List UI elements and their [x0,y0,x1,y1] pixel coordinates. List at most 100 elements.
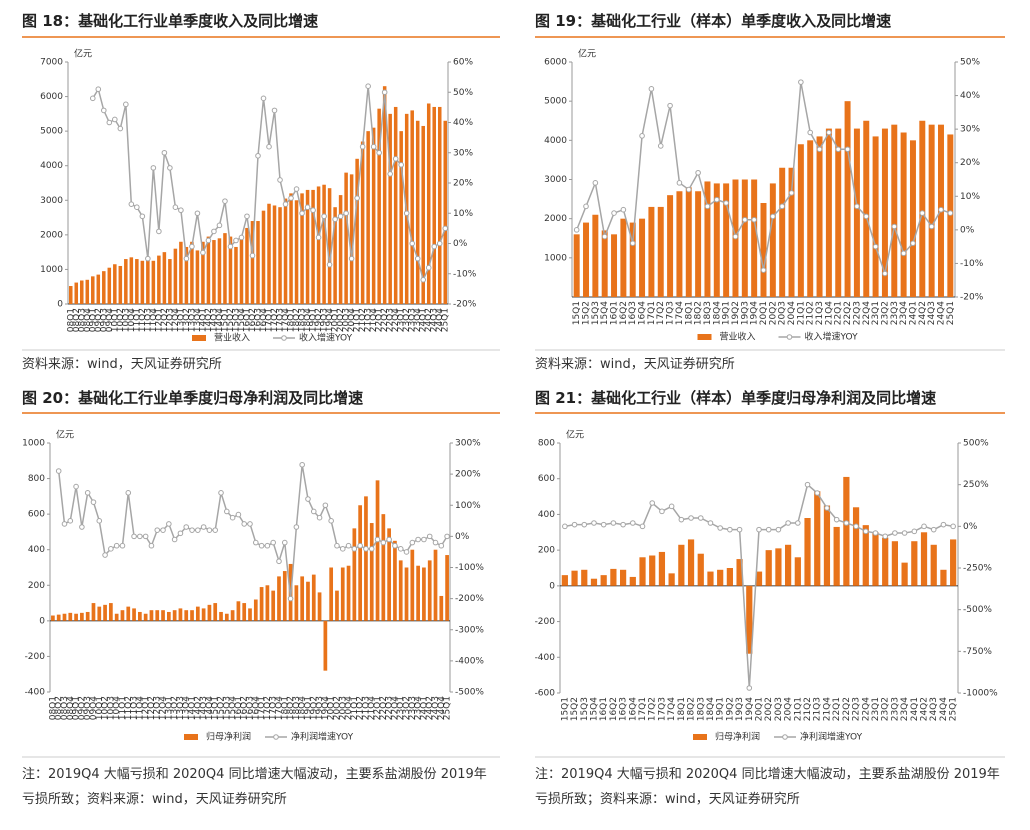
source-note: 资料来源：wind，天风证券研究所 [22,357,222,372]
x-tick-label: 08Q1 [66,308,76,332]
bar [668,573,675,586]
point [348,255,355,262]
point [648,86,655,92]
x-tick-label: 20Q3 [774,697,784,721]
bar [311,574,316,621]
bar [278,207,282,304]
x-tick-label: 15Q1 [560,697,570,721]
point [337,213,344,220]
y-tick-label: 400 [28,545,45,555]
point [55,468,62,474]
y-tick-label: 1000 [22,439,45,449]
bar [833,526,840,586]
y-tick-label: 0 [57,300,63,310]
point [727,526,733,533]
x-tick-label: 23Q4 [413,308,423,333]
x-tick-label: 24Q2 [425,696,435,720]
bar [184,610,189,621]
legend-point [786,334,793,340]
point [264,542,271,549]
bar [610,568,617,586]
point [930,526,937,533]
bar [109,603,113,621]
bar [85,611,90,621]
x-tick-label: 20Q2 [764,697,774,721]
x-tick-label: 24Q3 [431,696,441,720]
bar [124,259,128,304]
bar [900,132,907,297]
point [919,210,926,216]
point [431,243,438,250]
point [189,243,195,250]
bar [863,120,870,297]
bar [717,569,724,586]
x-tick-label: 22Q3 [852,697,862,721]
point [573,227,580,233]
x-tick-label: 20Q1 [327,696,337,720]
x-tick-label: 20Q2 [332,696,342,720]
bar [96,274,101,304]
x-tick-label: 21Q3 [815,301,825,325]
point [562,523,568,530]
x-tick-label: 18Q4 [303,308,313,333]
bar [427,560,432,621]
bar [283,198,288,304]
bar [775,548,782,586]
x-tick-label: 21Q4 [367,696,377,721]
point [380,539,387,546]
bar [352,528,357,621]
point [281,539,288,546]
bar [814,491,821,586]
x-tick-label: 23Q1 [871,697,881,721]
point [697,515,704,521]
point [96,518,103,524]
point [742,216,748,223]
source-note: 注：2019Q4 大幅亏损和 2020Q4 同比增速大幅波动，主要系盐湖股份 2… [535,767,1000,807]
point [142,533,149,540]
point [287,595,294,602]
x-tick-label: 17Q4 [675,301,685,326]
bar [248,608,252,621]
x-tick-label: 20Q1 [755,697,765,721]
bar [366,131,370,304]
x-tick-label: 22Q2 [379,696,389,720]
x-tick-label: 12Q3 [153,696,163,720]
bar [85,279,90,304]
bar [272,205,277,304]
y-tick-label: -400 [535,653,556,663]
point [921,523,927,530]
bar [901,562,908,586]
x-tick-label: 19Q3 [740,301,750,325]
point [84,490,91,496]
point [354,195,360,201]
x-tick-label: 19Q2 [314,308,324,332]
x-tick-label: 09Q2 [94,308,104,332]
y2-tick-label: -250% [963,564,992,574]
bar [561,575,568,586]
x-tick-label: 17Q3 [276,308,286,332]
bar [146,257,150,304]
point [218,490,224,496]
x-tick-label: 20Q4 [344,696,354,721]
x-tick-label: 20Q1 [759,301,769,325]
x-tick-label: 21Q3 [361,696,371,720]
bar [852,507,860,586]
bar [157,255,161,304]
bar [213,603,218,621]
x-tick-label: 22Q1 [832,697,842,721]
bar [741,179,748,297]
x-tick-label: 22Q3 [385,696,395,720]
bar [950,539,957,586]
point [833,516,840,523]
y-tick-label: 3000 [544,175,567,185]
point [271,107,278,114]
point [368,546,375,552]
bar [317,592,322,621]
point [61,521,68,527]
x-tick-label: 23Q3 [890,301,900,325]
y-tick-label: -200 [25,652,46,662]
bar [928,124,935,298]
bar [327,188,332,304]
point [732,233,739,240]
bar [387,528,391,621]
